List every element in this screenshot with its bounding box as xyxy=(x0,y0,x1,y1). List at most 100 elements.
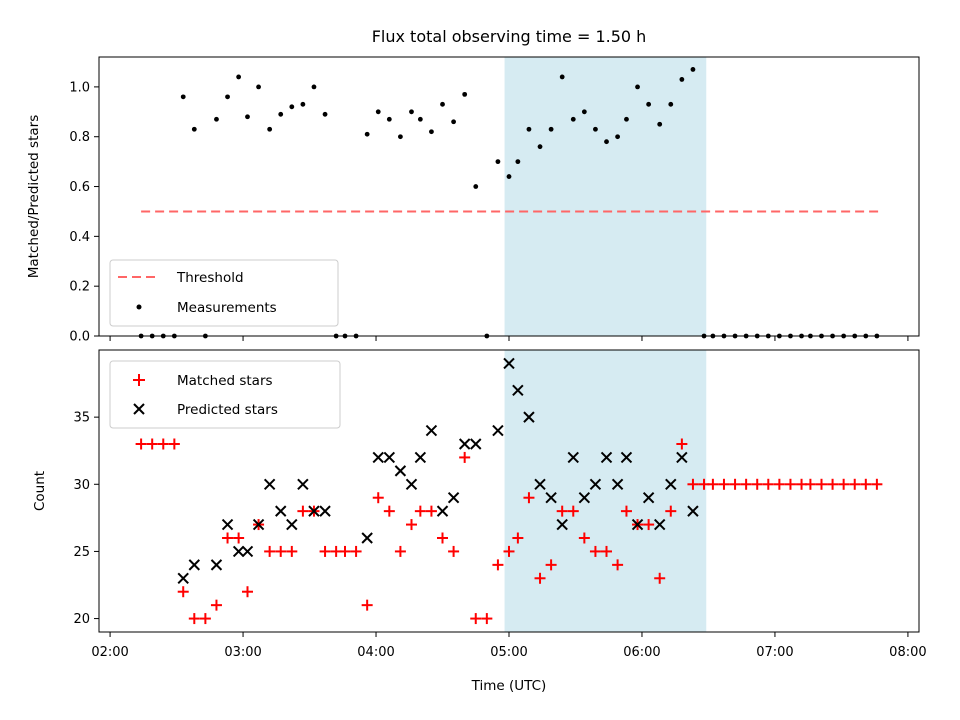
bottom-y-axis-label: Count xyxy=(32,471,48,511)
predicted-star-point xyxy=(447,492,460,504)
predicted-star-point xyxy=(275,505,287,517)
matched-star-point xyxy=(751,478,763,490)
x-tick-label: 04:00 xyxy=(357,645,394,660)
top-x-ticks xyxy=(109,336,909,341)
matched-stars-points xyxy=(135,438,883,625)
matched-star-point xyxy=(372,492,384,504)
measurement-point xyxy=(646,101,652,107)
matched-star-point xyxy=(512,532,524,544)
matched-star-point xyxy=(286,545,298,557)
legend-predicted-swatch xyxy=(133,403,145,415)
measurement-point xyxy=(451,119,456,125)
measurement-point xyxy=(225,94,230,100)
predicted-star-point xyxy=(436,505,449,517)
matched-star-point xyxy=(414,505,426,517)
matched-star-point xyxy=(860,478,872,490)
measurement-point xyxy=(429,129,434,135)
y-tick-label: 1.0 xyxy=(69,80,90,95)
matched-star-point xyxy=(222,532,234,544)
predicted-star-point xyxy=(210,559,223,571)
legend-measurements-label: Measurements xyxy=(177,300,277,316)
legend-threshold-label: Threshold xyxy=(176,270,244,286)
measurement-point xyxy=(615,134,620,140)
matched-star-point xyxy=(620,505,632,517)
measurement-point xyxy=(375,109,381,115)
y-tick-label: 30 xyxy=(73,478,90,493)
y-tick-label: 0.4 xyxy=(69,230,90,245)
legend-matched-swatch xyxy=(133,374,145,386)
predicted-star-point xyxy=(263,478,276,490)
predicted-star-point xyxy=(221,518,234,531)
matched-star-point xyxy=(687,478,699,490)
measurement-point xyxy=(635,84,640,90)
bottom-legend: Matched stars Predicted stars xyxy=(109,360,341,429)
predicted-star-point xyxy=(286,518,298,531)
predicted-star-point xyxy=(534,478,546,490)
matched-star-point xyxy=(601,545,613,557)
x-tick-label: 02:00 xyxy=(91,645,128,660)
matched-star-point xyxy=(470,613,482,625)
predicted-star-point xyxy=(405,478,418,490)
predicted-star-point xyxy=(545,492,557,504)
measurement-point xyxy=(559,74,565,80)
matched-star-point xyxy=(545,559,557,571)
matched-star-point xyxy=(718,478,730,490)
matched-star-point xyxy=(871,478,883,490)
bottom-x-ticks: 02:00 03:00 04:00 05:00 06:00 07:00 08:00 xyxy=(91,632,927,660)
matched-star-point xyxy=(297,505,309,517)
measurement-point xyxy=(690,67,696,72)
matched-star-point xyxy=(394,545,406,557)
matched-star-point xyxy=(707,478,719,490)
matched-star-point xyxy=(492,559,504,571)
matched-star-point xyxy=(729,478,741,490)
chart-title: Flux total observing time = 1.50 h xyxy=(372,27,647,46)
x-tick-label: 03:00 xyxy=(224,645,261,660)
y-tick-label: 0.6 xyxy=(69,180,90,195)
predicted-stars-points xyxy=(177,357,699,584)
measurement-point xyxy=(256,84,261,90)
measurement-point xyxy=(191,126,197,132)
matched-star-point xyxy=(168,438,180,450)
measurement-point xyxy=(657,121,663,127)
predicted-star-point xyxy=(631,518,644,531)
measurement-point xyxy=(462,91,468,97)
predicted-star-point xyxy=(414,451,427,464)
matched-star-point xyxy=(654,572,666,584)
measurement-point xyxy=(267,126,273,132)
predicted-star-point xyxy=(252,518,265,531)
top-y-ticks: 0.0 0.2 0.4 0.6 0.8 1.0 xyxy=(69,80,99,345)
measurement-point xyxy=(409,109,414,115)
measurement-point xyxy=(289,104,295,110)
measurement-point xyxy=(278,111,284,117)
top-legend: Threshold Measurements xyxy=(109,259,339,327)
predicted-star-point xyxy=(653,518,666,531)
predicted-star-point xyxy=(589,478,602,490)
matched-star-point xyxy=(405,519,417,531)
x-tick-label: 08:00 xyxy=(889,645,926,660)
matched-star-point xyxy=(849,478,861,490)
predicted-star-point xyxy=(512,384,524,396)
measurement-point xyxy=(473,184,479,189)
matched-star-point xyxy=(578,532,590,544)
measurement-point xyxy=(180,94,186,100)
matched-star-point xyxy=(643,519,655,531)
top-shaded-span xyxy=(504,57,707,336)
measurement-point xyxy=(364,131,370,137)
measurement-point xyxy=(245,114,250,120)
measurement-point xyxy=(322,111,328,117)
x-axis-label: Time (UTC) xyxy=(471,678,547,694)
legend-predicted-label: Predicted stars xyxy=(177,402,278,418)
predicted-star-point xyxy=(665,478,677,490)
x-tick-label: 07:00 xyxy=(756,645,793,660)
measurement-point xyxy=(300,101,306,107)
matched-star-point xyxy=(567,505,579,517)
top-plot-frame xyxy=(98,56,920,337)
measurement-point xyxy=(537,144,543,150)
matched-star-point xyxy=(773,478,785,490)
measurement-point xyxy=(624,116,629,122)
matched-star-point xyxy=(838,478,850,490)
matched-star-point xyxy=(459,451,471,463)
x-tick-label: 06:00 xyxy=(623,645,660,660)
y-tick-label: 0.8 xyxy=(69,130,90,145)
